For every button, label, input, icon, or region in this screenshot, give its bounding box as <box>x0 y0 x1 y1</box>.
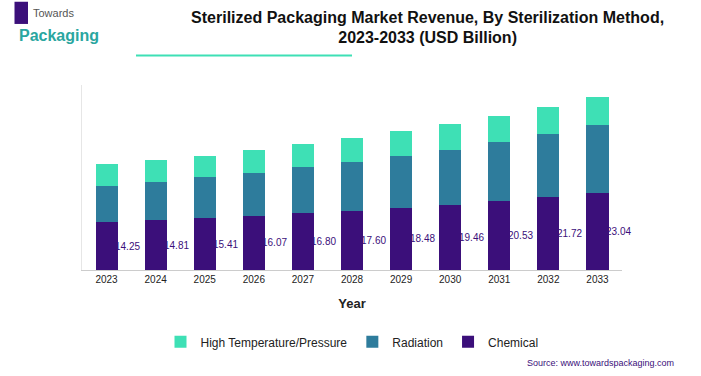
svg-text:20.53: 20.53 <box>508 230 533 241</box>
svg-text:2027: 2027 <box>292 274 315 285</box>
svg-text:Packaging: Packaging <box>19 27 99 44</box>
svg-text:Chemical: Chemical <box>488 336 538 350</box>
svg-text:2031: 2031 <box>488 274 511 285</box>
svg-text:14.25: 14.25 <box>115 241 140 252</box>
svg-text:23.04: 23.04 <box>606 226 631 237</box>
svg-text:16.80: 16.80 <box>311 236 336 247</box>
svg-text:18.48: 18.48 <box>410 233 435 244</box>
svg-text:2026: 2026 <box>243 274 266 285</box>
svg-text:2033: 2033 <box>586 274 609 285</box>
svg-text:Towards: Towards <box>33 7 74 19</box>
svg-text:Year: Year <box>338 296 365 311</box>
svg-text:17.60: 17.60 <box>361 235 386 246</box>
svg-text:2032: 2032 <box>537 274 560 285</box>
svg-text:21.72: 21.72 <box>557 228 582 239</box>
svg-text:Radiation: Radiation <box>392 336 443 350</box>
svg-text:19.46: 19.46 <box>459 232 484 243</box>
svg-text:2030: 2030 <box>439 274 462 285</box>
svg-text:2025: 2025 <box>194 274 217 285</box>
svg-text:2024: 2024 <box>145 274 168 285</box>
svg-text:Source: www.towardspackaging.c: Source: www.towardspackaging.com <box>527 358 674 368</box>
svg-text:2028: 2028 <box>341 274 364 285</box>
svg-text:High Temperature/Pressure: High Temperature/Pressure <box>201 336 348 350</box>
svg-text:15.41: 15.41 <box>213 239 238 250</box>
svg-text:Sterilized Packaging Market Re: Sterilized Packaging Market Revenue, By … <box>191 9 664 47</box>
svg-text:16.07: 16.07 <box>262 237 287 248</box>
svg-text:14.81: 14.81 <box>164 240 189 251</box>
svg-text:2023: 2023 <box>95 274 118 285</box>
svg-text:2029: 2029 <box>390 274 413 285</box>
